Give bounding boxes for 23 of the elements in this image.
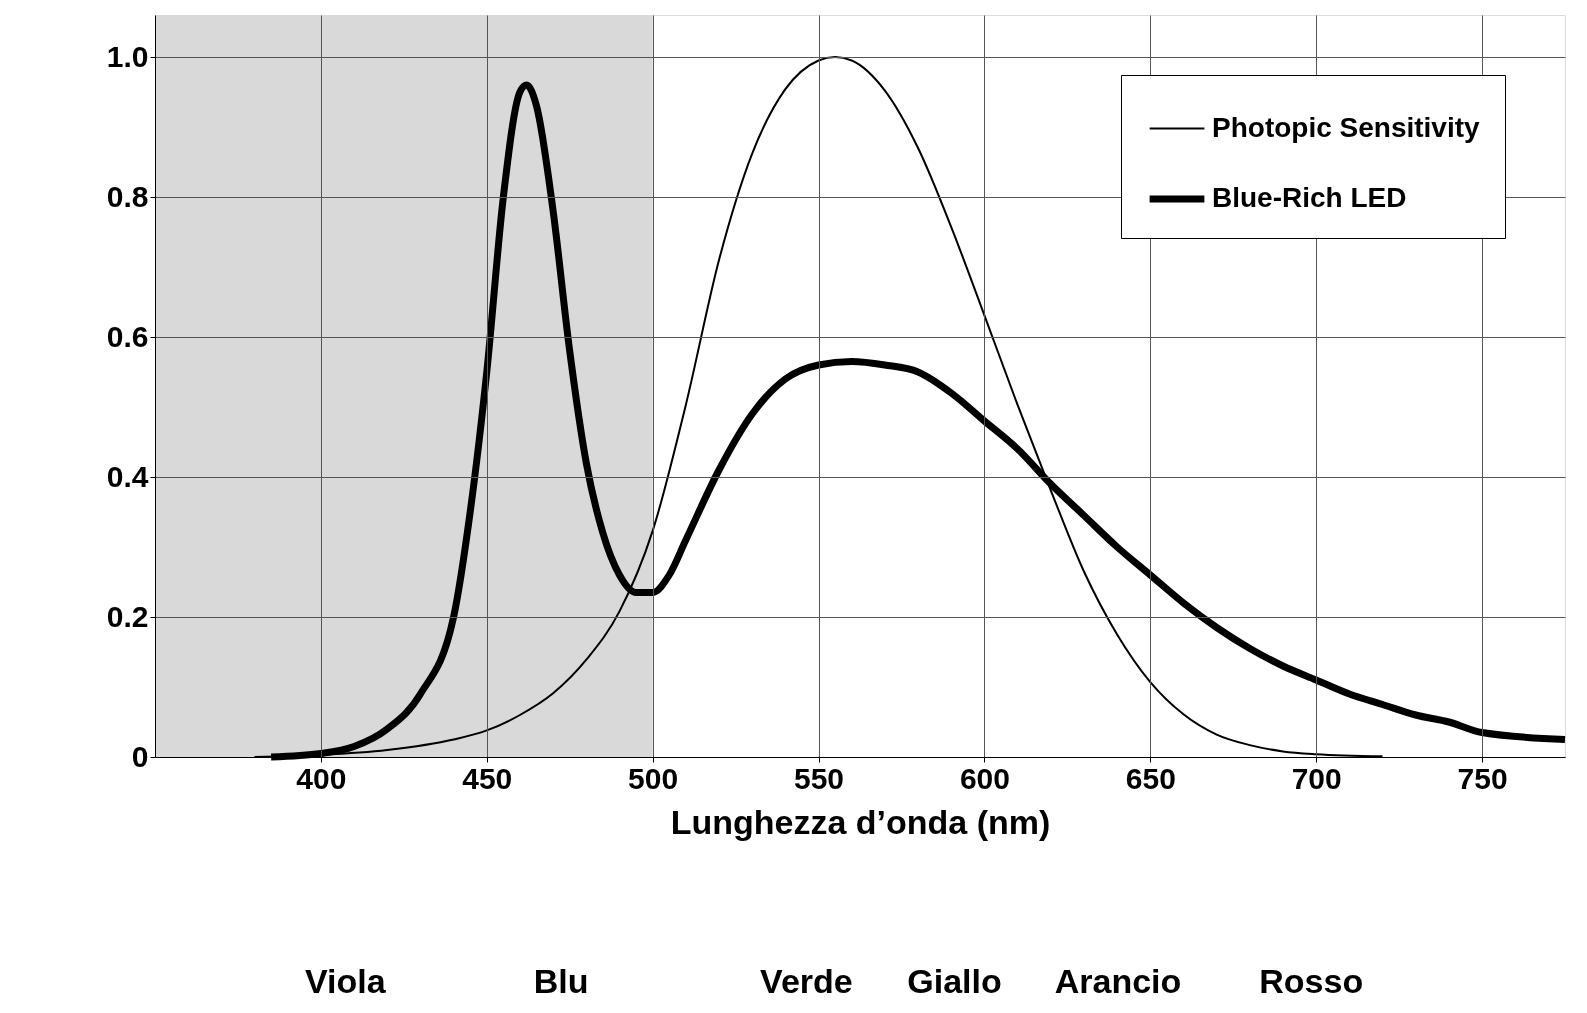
text: Verde <box>760 962 853 1000</box>
text: Viola <box>305 962 387 1000</box>
text: Giallo <box>907 962 1002 1000</box>
y-tick-label: 0 <box>131 739 149 773</box>
text: Rosso <box>1259 962 1364 1000</box>
x-tick-label: 500 <box>628 761 679 795</box>
legend-label: Photopic Sensitivity <box>1212 111 1481 143</box>
x-tick-label: 750 <box>1457 761 1508 795</box>
x-tick-label: 550 <box>794 761 845 795</box>
x-tick-label: 450 <box>462 761 513 795</box>
x-tick-label: 650 <box>1125 761 1176 795</box>
legend-label: Blue-Rich LED <box>1212 182 1407 213</box>
x-axis-title: Lunghezza d’onda (nm) <box>670 802 1051 841</box>
y-tick-label: 0.2 <box>106 599 149 633</box>
text: Blu <box>533 962 589 1000</box>
x-tick-label: 700 <box>1291 761 1342 795</box>
x-tick-label: 600 <box>959 761 1010 795</box>
y-tick-label: 0.4 <box>106 459 149 493</box>
text: Arancio <box>1054 962 1182 1000</box>
y-tick-label: 1.0 <box>106 39 149 73</box>
y-tick-label: 0.8 <box>106 179 149 213</box>
y-tick-label: 0.6 <box>106 319 149 353</box>
x-tick-label: 400 <box>296 761 347 795</box>
